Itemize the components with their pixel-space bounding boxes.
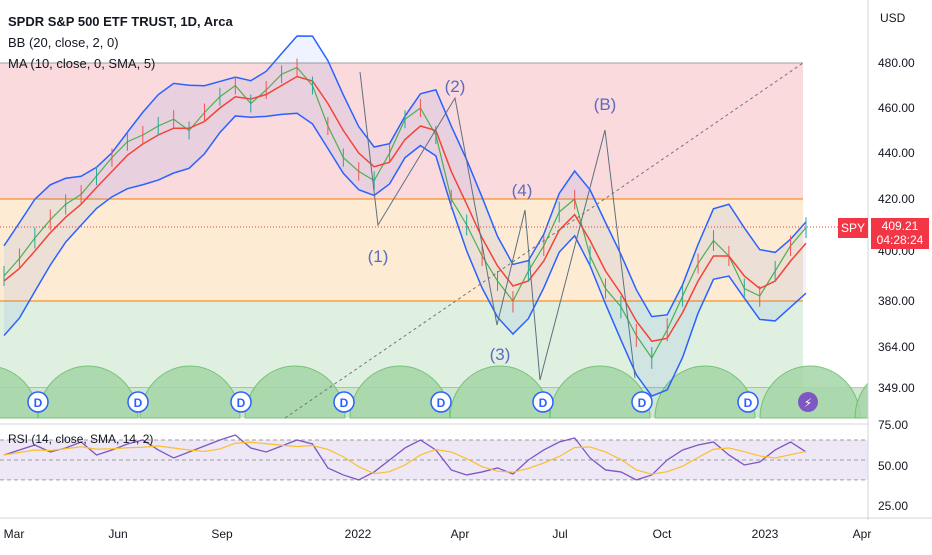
time-tick-8: Apr (853, 527, 872, 541)
split-marker (798, 392, 818, 412)
price-tick-5: 380.00 (878, 294, 915, 308)
price-axis-bg (868, 0, 932, 550)
time-tick-6: Oct (653, 527, 672, 541)
dividend-marker-3 (333, 391, 355, 413)
price-band-1 (0, 199, 803, 301)
dividend-marker-label-2: D (237, 396, 246, 410)
symbol-tag: SPY (838, 218, 868, 238)
dividend-marker-6 (631, 391, 653, 413)
bollinger-fill (4, 35, 806, 397)
dividend-marker-label-7: D (744, 396, 753, 410)
rsi-tick-2: 25.00 (878, 499, 908, 513)
time-tick-2: Sep (211, 527, 233, 541)
series-line-1 (3, 75, 807, 343)
bollinger-lower (3, 112, 807, 397)
price-tick-3: 420.00 (878, 192, 915, 206)
rsi-pane (0, 423, 868, 513)
elliott-path (359, 71, 636, 381)
dividend-marker-label-4: D (437, 396, 446, 410)
dividend-markers: D D D D D D D D ⚡ (27, 391, 818, 413)
time-tick-5: Jul (552, 527, 567, 541)
time-tick-4: Apr (451, 527, 470, 541)
last-price-box: 409.21 04:28:24 (871, 218, 929, 249)
time-tick-1: Jun (108, 527, 127, 541)
last-price: 409.21 (881, 219, 919, 233)
ma-legend[interactable]: MA (10, close, 0, SMA, 5) (8, 56, 156, 71)
dividend-marker-2 (230, 391, 252, 413)
price-band-0 (0, 63, 803, 199)
price-tick-1: 460.00 (878, 101, 915, 115)
bar-countdown: 04:28:24 (876, 233, 924, 247)
price-tick-2: 440.00 (878, 146, 915, 160)
dividend-marker-label-1: D (134, 396, 143, 410)
dividend-marker-label-0: D (34, 396, 43, 410)
wave-label-3: (4) (512, 181, 533, 200)
trend-dashed-line (284, 62, 804, 419)
price-tick-0: 480.00 (878, 56, 915, 70)
chart-title: SPDR S&P 500 ETF TRUST, 1D, Arca (8, 14, 233, 29)
bollinger-legend[interactable]: BB (20, close, 2, 0) (8, 35, 119, 50)
rsi-legend[interactable]: RSI (14, close, SMA, 14, 2) (8, 432, 154, 446)
rsi-tick-1: 50.00 (878, 459, 908, 473)
dividend-marker-4 (430, 391, 452, 413)
currency-label: USD (880, 11, 906, 25)
rsi-line (3, 434, 807, 481)
dividend-marker-label-3: D (340, 396, 349, 410)
series-lines (3, 58, 807, 369)
cycle-dome-8 (759, 365, 861, 419)
price-tick-6: 364.00 (878, 340, 915, 354)
price-tick-7: 349.00 (878, 381, 915, 395)
rsi-signal-line (3, 441, 807, 475)
wave-label-1: (2) (445, 77, 466, 96)
time-tick-0: Mar (4, 527, 25, 541)
dividend-marker-5 (532, 391, 554, 413)
elliott-wave-lines: (1) (2) (3) (4) (B) (284, 62, 804, 419)
time-tick-3: 2022 (345, 527, 372, 541)
dividend-marker-label-6: D (638, 396, 647, 410)
dividend-marker-label-5: D (539, 396, 548, 410)
wave-label-2: (3) (490, 345, 511, 364)
dividend-marker-7 (737, 391, 759, 413)
wave-label-0: (1) (368, 247, 389, 266)
lightning-icon: ⚡ (804, 396, 812, 410)
wave-label-4: (B) (594, 95, 617, 114)
rsi-tick-0: 75.00 (878, 418, 908, 432)
dividend-marker-1 (127, 391, 149, 413)
time-tick-7: 2023 (752, 527, 779, 541)
dividend-marker-0 (27, 391, 49, 413)
